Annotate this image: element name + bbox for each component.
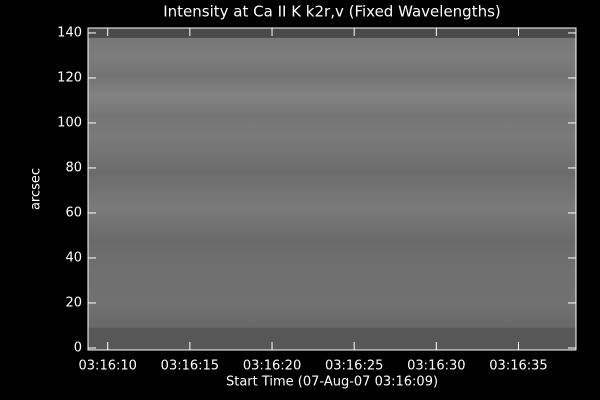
- y-tick-label: 140: [57, 25, 82, 40]
- x-tick-label: 03:16:35: [489, 359, 547, 374]
- x-tick-label: 03:16:10: [79, 359, 137, 374]
- plot-frame: [87, 27, 577, 351]
- y-tick-label: 60: [65, 205, 82, 220]
- y-tick-label: 80: [65, 160, 82, 175]
- x-tick-label: 03:16:20: [243, 359, 301, 374]
- chart-title: Intensity at Ca II K k2r,v (Fixed Wavele…: [163, 3, 501, 21]
- y-tick-label: 120: [57, 70, 82, 85]
- y-tick-label: 20: [65, 295, 82, 310]
- x-tick-label: 03:16:15: [161, 359, 219, 374]
- x-axis-label: Start Time (07-Aug-07 03:16:09): [226, 375, 438, 390]
- y-tick-label: 100: [57, 115, 82, 130]
- y-tick-label: 0: [74, 340, 82, 355]
- intensity-image: [88, 28, 576, 350]
- y-axis-label: arcsec: [29, 168, 44, 210]
- x-tick-label: 03:16:30: [407, 359, 465, 374]
- y-tick-label: 40: [65, 250, 82, 265]
- x-tick-label: 03:16:25: [325, 359, 383, 374]
